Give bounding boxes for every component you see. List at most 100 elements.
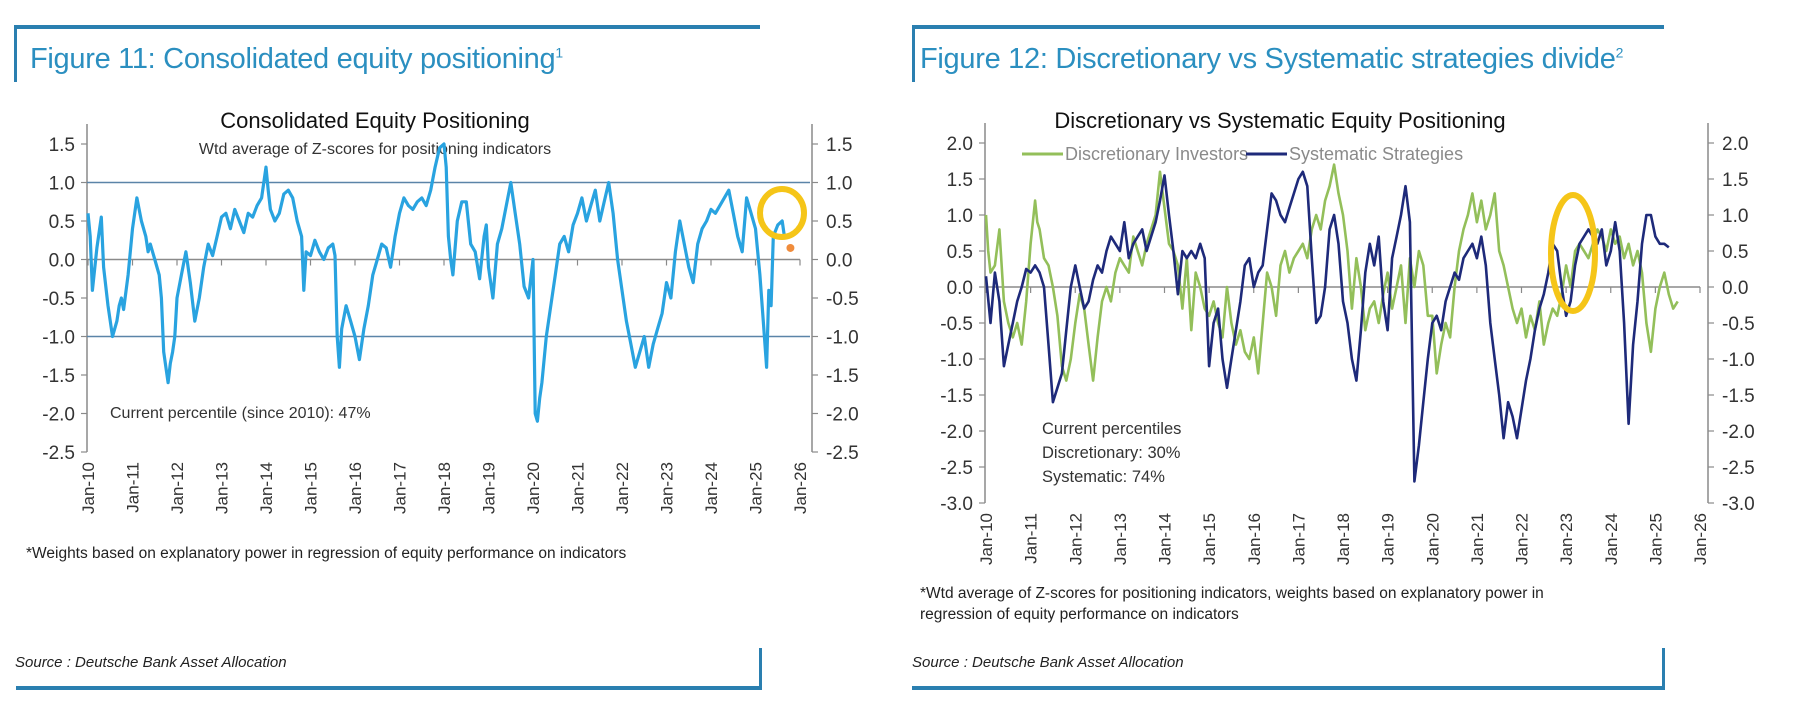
figure-12-right-rule — [1662, 648, 1665, 690]
chart-subtitle: Wtd average of Z-scores for positioning … — [199, 141, 551, 158]
x-tick-label: Jan-14 — [257, 462, 276, 514]
percentile-annotation-line: Discretionary: 30% — [1042, 444, 1181, 462]
left-y-tick-label: -2.0 — [940, 422, 973, 443]
right-y-tick-label: -2.5 — [826, 443, 859, 464]
figure-12-title-text: Figure 12: Discretionary vs Systematic s… — [920, 43, 1616, 75]
right-y-tick-label: 0.0 — [1722, 278, 1748, 299]
legend-label-systematic: Systematic Strategies — [1289, 144, 1463, 164]
x-tick-label: Jan-16 — [346, 462, 365, 514]
x-tick-label: Jan-24 — [1602, 513, 1621, 565]
right-y-tick-label: -3.0 — [1722, 494, 1755, 515]
figure-12-footnote: *Wtd average of Z-scores for positioning… — [920, 583, 1544, 625]
x-tick-label: Jan-15 — [1200, 513, 1219, 565]
x-tick-label: Jan-13 — [1111, 513, 1130, 565]
x-tick-label: Jan-16 — [1245, 513, 1264, 565]
left-y-tick-label: -1.0 — [42, 328, 75, 349]
percentile-annotation-line: Current percentiles — [1042, 420, 1181, 438]
series-line-systematic-strategies — [984, 170, 1670, 483]
right-y-tick-label: 1.0 — [1722, 206, 1748, 227]
x-tick-label: Jan-11 — [1022, 513, 1041, 564]
right-y-tick-label: -1.5 — [1722, 386, 1755, 407]
x-tick-label: Jan-23 — [1557, 513, 1576, 565]
figure-12-footnote-line-2: regression of equity performance on indi… — [920, 606, 1239, 623]
figure-11-right-rule — [759, 648, 762, 690]
right-y-tick-label: -2.0 — [1722, 422, 1755, 443]
right-y-tick-label: -2.0 — [826, 405, 859, 426]
right-y-tick-label: 1.5 — [826, 135, 852, 156]
figure-12-top-rule — [912, 25, 1664, 29]
right-y-tick-label: 1.5 — [1722, 170, 1748, 191]
x-tick-label: Jan-12 — [1066, 513, 1085, 565]
figure-12-source: Source : Deutsche Bank Asset Allocation — [912, 654, 1184, 671]
figure-12-footnote-ref: 2 — [1615, 44, 1624, 61]
figure-11-title-text: Figure 11: Consolidated equity positioni… — [30, 43, 556, 75]
x-tick-label: Jan-26 — [1691, 513, 1710, 565]
x-tick-label: Jan-25 — [747, 462, 766, 514]
right-y-tick-label: 0.0 — [826, 251, 852, 272]
x-tick-label: Jan-15 — [302, 462, 321, 514]
figure-12-title: Figure 12: Discretionary vs Systematic s… — [920, 43, 1623, 76]
x-tick-label: Jan-17 — [1289, 513, 1308, 565]
x-tick-label: Jan-18 — [435, 462, 454, 514]
figure-12-bottom-rule — [912, 686, 1664, 690]
figure-12-footnote-line-1: *Wtd average of Z-scores for positioning… — [920, 585, 1544, 602]
right-y-tick-label: -1.5 — [826, 366, 859, 387]
left-y-tick-label: 0.0 — [947, 278, 973, 299]
left-y-tick-label: 0.5 — [49, 212, 75, 233]
left-y-tick-label: 2.0 — [947, 134, 973, 155]
figure-11-panel: Figure 11: Consolidated equity positioni… — [14, 25, 859, 690]
x-tick-label: Jan-25 — [1646, 513, 1665, 565]
x-tick-label: Jan-24 — [702, 462, 721, 514]
highlight-ring — [757, 186, 807, 240]
series-line-consolidated-positioning — [86, 142, 786, 423]
x-tick-label: Jan-19 — [1379, 513, 1398, 565]
left-y-tick-label: 1.5 — [947, 170, 973, 191]
left-y-tick-label: -0.5 — [42, 289, 75, 310]
x-tick-label: Jan-11 — [124, 462, 143, 513]
x-tick-label: Jan-19 — [480, 462, 499, 514]
left-y-tick-label: 0.5 — [947, 242, 973, 263]
x-tick-label: Jan-22 — [1513, 513, 1532, 565]
x-tick-label: Jan-18 — [1334, 513, 1353, 565]
chart-title: Discretionary vs Systematic Equity Posit… — [1054, 108, 1505, 133]
x-tick-label: Jan-21 — [569, 462, 588, 514]
left-y-tick-label: 1.0 — [947, 206, 973, 227]
left-y-tick-label: 0.0 — [49, 251, 75, 272]
right-y-tick-label: -2.5 — [1722, 458, 1755, 479]
figure-11-top-rule — [14, 25, 760, 29]
right-y-tick-label: -0.5 — [826, 289, 859, 310]
x-tick-label: Jan-22 — [613, 462, 632, 514]
x-tick-label: Jan-20 — [1423, 513, 1442, 565]
left-y-tick-label: -2.0 — [42, 405, 75, 426]
x-tick-label: Jan-26 — [791, 462, 810, 514]
x-tick-label: Jan-13 — [213, 462, 232, 514]
left-y-tick-label: -1.5 — [940, 386, 973, 407]
left-y-tick-label: -1.5 — [42, 366, 75, 387]
figure-12-chart: 2.0 2.0 1.5 1.5 1.0 1.0 0.5 0.5 0.0 0.0 -0.5 -0.5 -1… — [940, 0, 1755, 565]
left-y-tick-label: -1.0 — [940, 350, 973, 371]
right-y-tick-label: -1.0 — [1722, 350, 1755, 371]
right-y-tick-label: 2.0 — [1722, 134, 1748, 155]
figure-12-left-rule — [912, 25, 915, 82]
right-y-tick-label: -0.5 — [1722, 314, 1755, 335]
figure-11-source: Source : Deutsche Bank Asset Allocation — [15, 654, 287, 671]
right-y-tick-label: 0.5 — [1722, 242, 1748, 263]
right-y-tick-label: 1.0 — [826, 174, 852, 195]
right-y-tick-label: 0.5 — [826, 212, 852, 233]
x-tick-label: Jan-12 — [168, 462, 187, 514]
left-y-tick-label: -2.5 — [42, 443, 75, 464]
x-tick-label: Jan-21 — [1468, 513, 1487, 565]
x-tick-label: Jan-10 — [79, 462, 98, 514]
figure-11-left-rule — [14, 25, 17, 82]
figure-11-footnote: *Weights based on explanatory power in r… — [26, 545, 627, 562]
x-tick-label: Jan-23 — [658, 462, 677, 514]
left-y-tick-label: -3.0 — [940, 494, 973, 515]
left-y-tick-label: -2.5 — [940, 458, 973, 479]
percentile-annotation: Current percentile (since 2010): 47% — [110, 405, 371, 422]
percentile-annotation-line: Systematic: 74% — [1042, 468, 1165, 486]
left-y-tick-label: 1.5 — [49, 135, 75, 156]
x-tick-label: Jan-17 — [391, 462, 410, 514]
figure-11-footnote-ref: 1 — [555, 44, 563, 61]
legend-label-discretionary: Discretionary Investors — [1065, 144, 1248, 164]
x-tick-label: Jan-10 — [977, 513, 996, 565]
